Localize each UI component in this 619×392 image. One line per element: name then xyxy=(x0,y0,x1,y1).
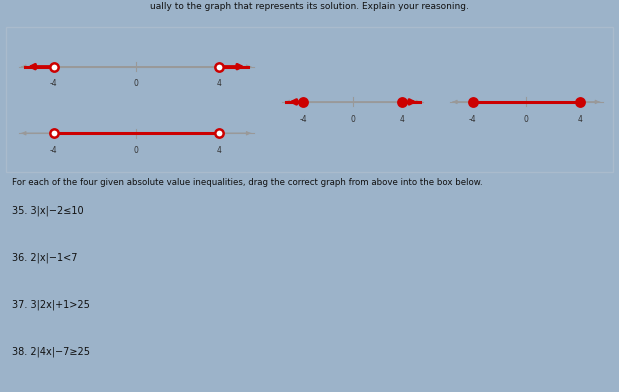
Text: -4: -4 xyxy=(50,80,58,89)
Text: -4: -4 xyxy=(50,146,58,155)
Text: -4: -4 xyxy=(469,115,476,124)
Text: 4: 4 xyxy=(216,146,221,155)
Text: 0: 0 xyxy=(134,146,139,155)
Text: 4: 4 xyxy=(216,80,221,89)
Text: For each of the four given absolute value inequalities, drag the correct graph f: For each of the four given absolute valu… xyxy=(12,178,483,187)
Text: 35. 3|x|−2≤10: 35. 3|x|−2≤10 xyxy=(12,205,84,216)
Text: 0: 0 xyxy=(524,115,529,124)
Text: 38. 2|4x|−7≥25: 38. 2|4x|−7≥25 xyxy=(12,346,90,357)
Text: 4: 4 xyxy=(400,115,405,124)
Text: 37. 3|2x|+1>25: 37. 3|2x|+1>25 xyxy=(12,299,90,310)
Text: 0: 0 xyxy=(350,115,355,124)
Text: -4: -4 xyxy=(300,115,307,124)
Text: 36. 2|x|−1<7: 36. 2|x|−1<7 xyxy=(12,252,78,263)
Text: 4: 4 xyxy=(578,115,582,124)
Text: 0: 0 xyxy=(134,80,139,89)
Text: ually to the graph that represents its solution. Explain your reasoning.: ually to the graph that represents its s… xyxy=(150,2,469,11)
